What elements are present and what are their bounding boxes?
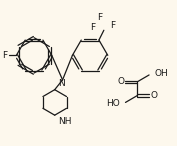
Text: O: O — [117, 77, 124, 86]
Text: HO: HO — [106, 99, 120, 108]
Text: F: F — [110, 21, 115, 30]
Text: O: O — [150, 91, 158, 100]
Text: F: F — [2, 51, 7, 60]
Text: NH: NH — [58, 117, 71, 126]
Text: N: N — [58, 79, 64, 88]
Text: OH: OH — [155, 69, 169, 79]
Text: F: F — [97, 13, 102, 22]
Text: F: F — [90, 23, 95, 32]
